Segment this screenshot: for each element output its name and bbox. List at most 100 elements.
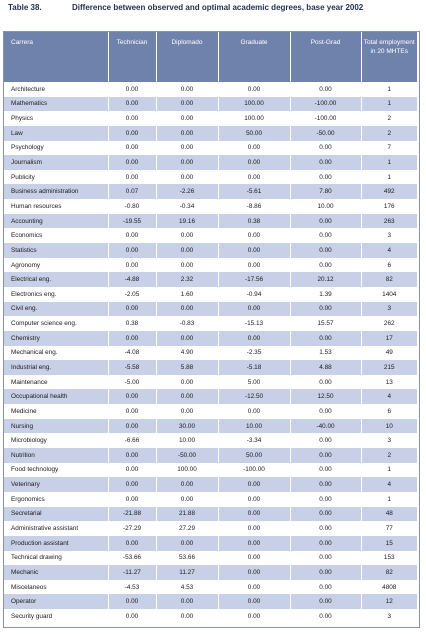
total-employment-cell: 6 bbox=[361, 404, 417, 419]
career-name-cell: Maintenance bbox=[4, 374, 109, 390]
post-grad-cell: 0.00 bbox=[290, 330, 362, 346]
table-row: Business administration 0.07 -2.26 -5.61 7.8… bbox=[4, 184, 417, 200]
graduate-cell: -5.18 bbox=[218, 360, 291, 375]
technician-cell: 0.00 bbox=[108, 96, 157, 112]
total-employment-cell: 3 bbox=[361, 301, 417, 317]
post-grad-cell: -40.00 bbox=[290, 418, 362, 434]
diplomado-cell: 27.29 bbox=[156, 521, 219, 536]
post-grad-cell: 0.00 bbox=[290, 506, 362, 522]
graduate-cell: 5.00 bbox=[218, 374, 291, 390]
career-name-cell: Physics bbox=[4, 111, 109, 126]
technician-cell: 0.00 bbox=[108, 111, 157, 126]
graduate-cell: 0.00 bbox=[218, 155, 291, 170]
career-name-cell: Computer science eng. bbox=[4, 316, 109, 331]
diplomado-cell: 0.00 bbox=[156, 82, 219, 97]
career-name-cell: Medicine bbox=[4, 404, 109, 419]
post-grad-cell: 0.00 bbox=[290, 169, 362, 185]
post-grad-cell: 20.12 bbox=[290, 272, 362, 287]
table-row: Maintenance -5.00 0.00 5.00 0.00 13 bbox=[4, 374, 417, 390]
post-grad-cell: 0.00 bbox=[290, 404, 362, 419]
technician-cell: 0.00 bbox=[108, 418, 157, 434]
post-grad-cell: 0.00 bbox=[290, 565, 362, 580]
diplomado-cell: 53.66 bbox=[156, 550, 219, 566]
diplomado-cell: 0.00 bbox=[156, 404, 219, 419]
graduate-cell: 0.00 bbox=[218, 140, 291, 156]
graduate-cell: -8.86 bbox=[218, 199, 291, 214]
diplomado-cell: -50.00 bbox=[156, 448, 219, 463]
career-name-cell: Mathematics bbox=[4, 96, 109, 112]
table-row: Architecture 0.00 0.00 0.00 0.00 1 bbox=[4, 82, 417, 97]
table-row: Operator 0.00 0.00 0.00 0.00 12 bbox=[4, 594, 417, 610]
technician-cell: 0.00 bbox=[108, 125, 157, 141]
technician-cell: 0.00 bbox=[108, 82, 157, 97]
post-grad-cell: 0.00 bbox=[290, 257, 362, 273]
technician-cell: -6.66 bbox=[108, 433, 157, 449]
technician-cell: -53.66 bbox=[108, 550, 157, 566]
technician-cell: -11.27 bbox=[108, 565, 157, 580]
technician-cell: -5.00 bbox=[108, 374, 157, 390]
table-row: Occupational health 0.00 0.00 -12.50 12.50 4 bbox=[4, 389, 417, 405]
graduate-cell: 0.38 bbox=[218, 213, 291, 229]
diplomado-cell: 0.00 bbox=[156, 535, 219, 551]
table-row: Computer science eng. 0.38 -0.83 -15.13 15.5… bbox=[4, 316, 417, 331]
career-name-cell: Architecture bbox=[4, 82, 109, 97]
career-name-cell: Business administration bbox=[4, 184, 109, 200]
post-grad-cell: 0.00 bbox=[290, 374, 362, 390]
table-row: Electronics eng. -2.05 1.60 -0.94 1.39 1404 bbox=[4, 286, 417, 302]
post-grad-cell: 0.00 bbox=[290, 594, 362, 610]
table-row: Miscelaneos -4.53 4.53 0.00 0.00 4808 bbox=[4, 579, 417, 595]
table-row: Chemistry 0.00 0.00 0.00 0.00 17 bbox=[4, 330, 417, 346]
graduate-cell: -17.56 bbox=[218, 272, 291, 287]
diplomado-cell: 11.27 bbox=[156, 565, 219, 580]
total-employment-cell: 492 bbox=[361, 184, 417, 200]
career-name-cell: Electronics eng. bbox=[4, 286, 109, 302]
table-body: Architecture 0.00 0.00 0.00 0.00 1 Mathematics… bbox=[4, 82, 417, 624]
diplomado-cell: 30.00 bbox=[156, 418, 219, 434]
total-employment-cell: 215 bbox=[361, 360, 417, 375]
post-grad-cell: 0.00 bbox=[290, 140, 362, 156]
post-grad-cell: 0.00 bbox=[290, 535, 362, 551]
total-employment-cell: 82 bbox=[361, 272, 417, 287]
career-name-cell: Nursing bbox=[4, 418, 109, 434]
column-header-carrera: Carrera bbox=[4, 32, 109, 82]
diplomado-cell: 0.00 bbox=[156, 609, 219, 624]
graduate-cell: -5.61 bbox=[218, 184, 291, 200]
total-employment-cell: 176 bbox=[361, 199, 417, 214]
total-employment-cell: 15 bbox=[361, 535, 417, 551]
post-grad-cell: 0.00 bbox=[290, 550, 362, 566]
graduate-cell: -12.50 bbox=[218, 389, 291, 405]
graduate-cell: 0.00 bbox=[218, 243, 291, 258]
technician-cell: 0.00 bbox=[108, 330, 157, 346]
post-grad-cell: 0.00 bbox=[290, 521, 362, 536]
post-grad-cell: 10.00 bbox=[290, 199, 362, 214]
technician-cell: 0.00 bbox=[108, 389, 157, 405]
technician-cell: -19.55 bbox=[108, 213, 157, 229]
total-employment-cell: 4 bbox=[361, 243, 417, 258]
graduate-cell: 0.00 bbox=[218, 535, 291, 551]
diplomado-cell: 0.00 bbox=[156, 491, 219, 507]
career-name-cell: Civil eng. bbox=[4, 301, 109, 317]
career-name-cell: Security guard bbox=[4, 609, 109, 624]
table-row: Industrial eng. -5.58 5.88 -5.18 4.88 215 bbox=[4, 360, 417, 375]
table-row: Food technology 0.00 100.00 -100.00 0.00 1 bbox=[4, 462, 417, 478]
table-row: Mechanic -11.27 11.27 0.00 0.00 82 bbox=[4, 565, 417, 580]
graduate-cell: 0.00 bbox=[218, 521, 291, 536]
table-row: Psychology 0.00 0.00 0.00 0.00 7 bbox=[4, 140, 417, 156]
career-name-cell: Occupational health bbox=[4, 389, 109, 405]
graduate-cell: 0.00 bbox=[218, 257, 291, 273]
total-employment-cell: 48 bbox=[361, 506, 417, 522]
graduate-cell: 0.00 bbox=[218, 594, 291, 610]
technician-cell: 0.00 bbox=[108, 404, 157, 419]
technician-cell: 0.00 bbox=[108, 155, 157, 170]
table-number: Table 38. bbox=[8, 3, 42, 12]
total-employment-cell: 4 bbox=[361, 389, 417, 405]
table-row: Publicity 0.00 0.00 0.00 0.00 1 bbox=[4, 169, 417, 185]
technician-cell: 0.00 bbox=[108, 462, 157, 478]
total-employment-cell: 2 bbox=[361, 125, 417, 141]
career-name-cell: Mechanical eng. bbox=[4, 345, 109, 361]
graduate-cell: 0.00 bbox=[218, 579, 291, 595]
career-name-cell: Journalism bbox=[4, 155, 109, 170]
post-grad-cell: 0.00 bbox=[290, 82, 362, 97]
career-name-cell: Operator bbox=[4, 594, 109, 610]
total-employment-cell: 263 bbox=[361, 213, 417, 229]
